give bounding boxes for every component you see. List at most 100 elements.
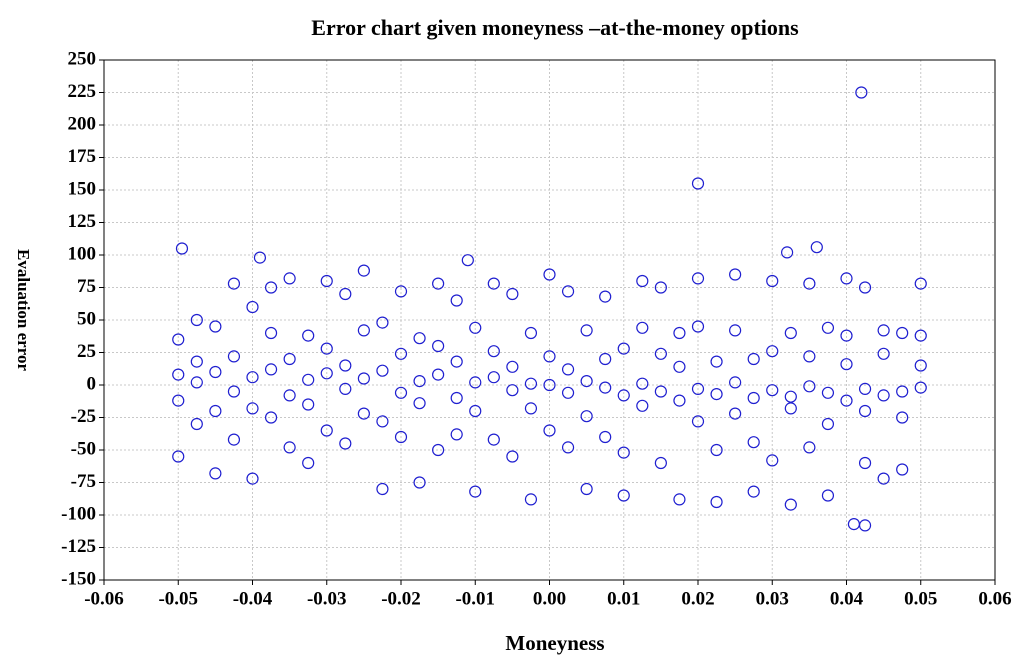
point (561, 363, 575, 376)
point (710, 355, 723, 368)
point (394, 347, 408, 360)
point (840, 358, 853, 371)
point (413, 397, 426, 410)
point (840, 329, 853, 342)
point (357, 372, 370, 385)
point (394, 386, 408, 399)
point (283, 272, 296, 285)
point (190, 313, 203, 327)
point (283, 389, 296, 402)
y-tick-label: 75 (77, 276, 96, 297)
y-tick-label: 225 (68, 81, 97, 102)
x-tick-label: -0.01 (455, 588, 495, 609)
point (636, 377, 649, 390)
point (450, 428, 463, 441)
point (339, 287, 352, 301)
y-tick-label: -100 (61, 503, 96, 524)
point (840, 272, 853, 285)
point (246, 472, 259, 485)
point (450, 355, 463, 368)
point (394, 285, 408, 298)
y-tick-label: 200 (68, 113, 97, 134)
point (190, 376, 203, 389)
x-tick-label: 0.04 (830, 588, 864, 609)
point (784, 402, 797, 415)
point (654, 347, 667, 360)
point (339, 437, 352, 450)
plot-frame (103, 59, 996, 581)
point (487, 345, 500, 358)
point (469, 485, 482, 498)
point (710, 495, 723, 509)
x-tick-label: 0.00 (533, 588, 566, 609)
x-tick-label: -0.02 (381, 588, 421, 609)
point (172, 450, 185, 463)
point (914, 329, 927, 342)
point (339, 382, 352, 395)
y-tick-label: 125 (68, 211, 97, 232)
point (617, 489, 630, 502)
point (636, 399, 649, 412)
point (320, 274, 333, 288)
point (691, 272, 705, 285)
point (691, 177, 705, 190)
point (821, 386, 835, 399)
point (413, 375, 426, 388)
point (673, 394, 686, 407)
point (877, 324, 890, 337)
point (302, 456, 315, 470)
point (209, 467, 222, 480)
point (654, 456, 667, 470)
x-tick-label: -0.06 (84, 588, 124, 609)
point (914, 381, 927, 394)
point (896, 411, 909, 424)
point (413, 332, 426, 345)
point (172, 333, 185, 346)
point (209, 404, 222, 418)
point (747, 485, 760, 498)
point (599, 290, 612, 303)
point (810, 241, 823, 254)
point (264, 363, 278, 376)
y-tick-label: 0 (87, 373, 97, 394)
point (227, 433, 241, 446)
point (896, 326, 909, 340)
point (320, 367, 333, 380)
point (780, 246, 794, 259)
point (877, 389, 890, 402)
point (172, 368, 185, 381)
point (432, 443, 445, 457)
point (803, 380, 816, 393)
point (729, 407, 742, 420)
x-tick-label: -0.03 (307, 588, 347, 609)
point (617, 446, 630, 459)
point (617, 342, 630, 355)
point (283, 441, 296, 454)
point (524, 493, 538, 506)
y-tick-label: 150 (68, 178, 97, 199)
point (691, 320, 705, 333)
point (803, 350, 816, 363)
point (450, 391, 463, 405)
point (175, 242, 189, 255)
point (914, 359, 927, 372)
x-tick-label: -0.04 (233, 588, 273, 609)
point (691, 415, 705, 428)
point (599, 381, 612, 394)
y-tick-label: -150 (61, 568, 96, 589)
point (469, 376, 482, 389)
point (376, 364, 389, 377)
y-tick-label: 100 (68, 243, 97, 264)
point (747, 436, 760, 449)
point (246, 371, 259, 384)
point (673, 360, 686, 373)
point (253, 251, 267, 264)
x-axis-label: Moneyness (505, 631, 604, 655)
point (357, 324, 370, 337)
point (580, 410, 593, 423)
point (766, 454, 779, 467)
point (710, 443, 723, 457)
point (432, 277, 445, 290)
